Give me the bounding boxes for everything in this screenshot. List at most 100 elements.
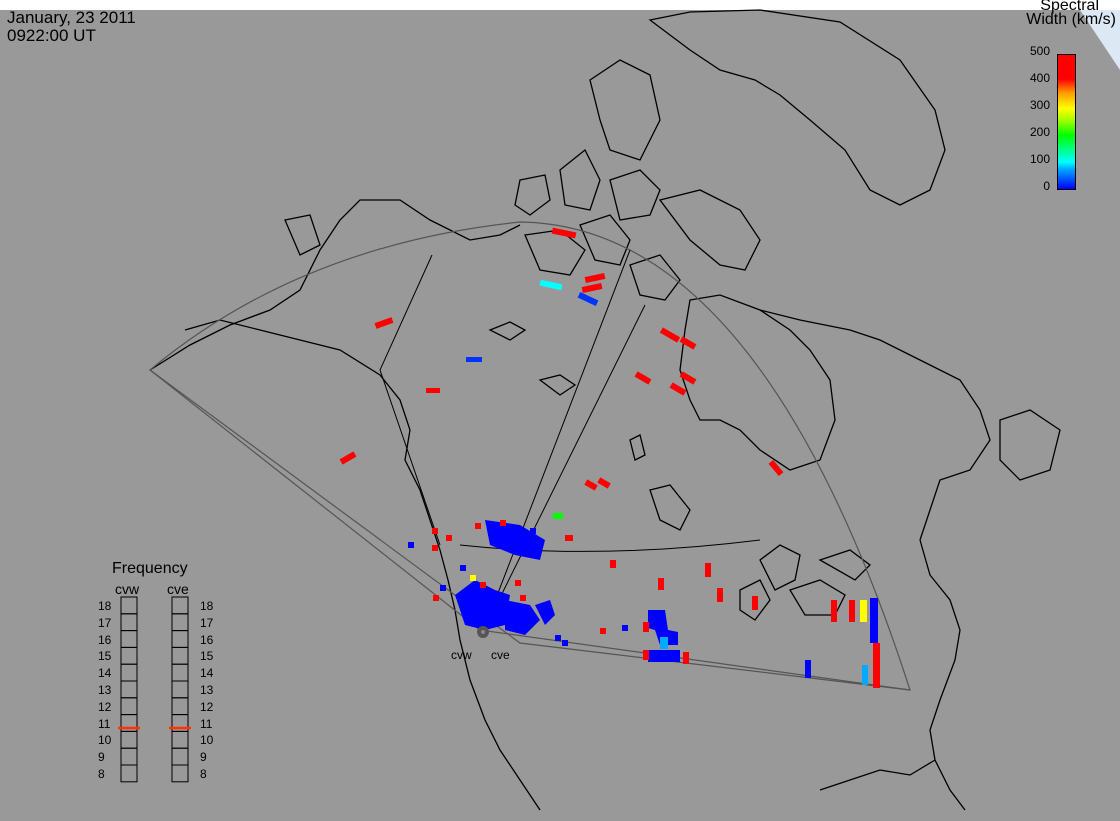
cell xyxy=(577,292,599,306)
cell-cluster xyxy=(648,610,678,645)
cell xyxy=(551,227,577,239)
cell xyxy=(432,528,438,534)
frequency-scale-label: 8 xyxy=(98,767,105,781)
frequency-cell xyxy=(120,613,138,632)
cell-cluster xyxy=(455,580,510,630)
cell-cluster xyxy=(535,600,555,625)
plot-time: 0922:00 UT xyxy=(7,26,96,45)
frequency-scale-label: 16 xyxy=(98,632,112,647)
cell xyxy=(610,560,616,568)
frequency-gauges xyxy=(118,596,191,783)
cell-cluster xyxy=(505,600,540,635)
frequency-cell xyxy=(171,730,189,749)
frequency-cell xyxy=(120,680,138,699)
plot-date: January, 23 2011 xyxy=(7,8,136,27)
cell xyxy=(466,357,482,362)
cell xyxy=(446,535,452,541)
cell xyxy=(860,600,867,622)
cell xyxy=(555,635,561,641)
frequency-cell xyxy=(120,764,138,783)
cell xyxy=(622,625,628,631)
frequency-cell xyxy=(120,747,138,766)
region-boundaries xyxy=(379,249,761,633)
frequency-scale-label: 17 xyxy=(98,615,112,630)
cell xyxy=(584,272,606,284)
frequency-cell xyxy=(171,630,189,648)
cell xyxy=(805,660,811,678)
site-label-cvw: cvw xyxy=(451,648,472,662)
frequency-title: Frequency xyxy=(112,560,188,577)
cell xyxy=(433,595,439,601)
frequency-scale-label: 9 xyxy=(98,750,105,765)
colorbar-tick: 400 xyxy=(1029,71,1050,85)
frequency-scale-label: 18 xyxy=(98,599,112,613)
cell xyxy=(480,582,486,588)
cell xyxy=(600,628,606,634)
frequency-cell xyxy=(120,730,138,749)
frequency-scale-label: 12 xyxy=(98,699,112,714)
cell xyxy=(870,598,878,643)
cell xyxy=(432,545,438,551)
cell xyxy=(705,563,711,577)
cell xyxy=(374,317,394,329)
cell xyxy=(679,336,697,350)
legend-title-line2: Width (km/s) xyxy=(1026,11,1116,28)
frequency-cell xyxy=(171,613,189,632)
frequency-cell xyxy=(120,630,138,648)
cell xyxy=(562,640,568,646)
frequency-scale-label: 15 xyxy=(200,649,214,664)
cell xyxy=(849,600,855,622)
radar-sites xyxy=(477,626,489,638)
backscatter-cells xyxy=(339,227,880,688)
cell xyxy=(553,513,563,519)
cell xyxy=(530,528,536,534)
freq-label-cvw: cvw xyxy=(115,581,140,597)
colorbar-tick: 300 xyxy=(1029,98,1050,112)
frequency-scale-label: 8 xyxy=(200,767,207,781)
frequency-cell xyxy=(171,646,189,665)
frequency-scale-label: 11 xyxy=(98,716,111,731)
frequency-scale-label: 17 xyxy=(200,615,214,630)
colorbar-tick: 500 xyxy=(1029,44,1050,58)
frequency-scale-label: 11 xyxy=(200,716,213,731)
site-label-cve: cve xyxy=(491,648,510,662)
cell xyxy=(597,477,611,489)
frequency-cell xyxy=(171,596,189,615)
cell xyxy=(460,565,466,571)
cell xyxy=(669,382,687,396)
cell xyxy=(831,600,837,622)
frequency-scale-label: 9 xyxy=(200,750,207,765)
freq-label-cve: cve xyxy=(167,581,189,597)
cell xyxy=(752,596,758,610)
frequency-scale-label: 16 xyxy=(200,632,214,647)
cell xyxy=(634,371,652,385)
cell xyxy=(584,479,598,491)
cell xyxy=(679,371,697,385)
cell xyxy=(683,652,689,664)
cell xyxy=(717,588,723,602)
frequency-cell xyxy=(171,680,189,699)
cell xyxy=(408,542,414,548)
coastlines xyxy=(149,9,1061,811)
frequency-scale-label: 12 xyxy=(200,699,214,714)
frequency-scale-label: 15 xyxy=(98,649,112,664)
cell xyxy=(873,643,880,688)
colorbar-tick: 200 xyxy=(1029,125,1050,139)
colorbar-tick: 0 xyxy=(1043,179,1050,193)
frequency-cell xyxy=(171,697,189,716)
cell-cluster xyxy=(648,650,680,662)
frequency-cell xyxy=(120,663,138,682)
frequency-scale-label: 13 xyxy=(98,683,112,697)
cell-cluster xyxy=(485,520,545,560)
color-scale-bar xyxy=(1057,54,1076,190)
frequency-scale-label: 13 xyxy=(200,683,214,697)
cell xyxy=(581,282,603,294)
cell xyxy=(643,650,649,660)
cell xyxy=(659,327,681,343)
frequency-cell xyxy=(171,764,189,783)
cell xyxy=(475,523,481,529)
frequency-scale-label: 14 xyxy=(200,666,214,681)
frequency-scale-label: 10 xyxy=(200,733,214,748)
